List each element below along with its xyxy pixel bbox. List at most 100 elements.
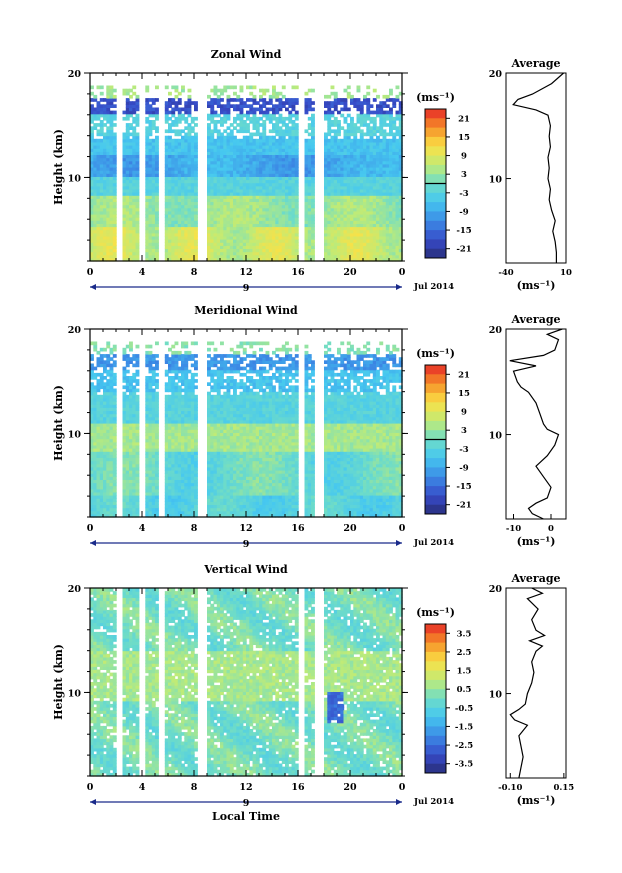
heatmap-cell xyxy=(337,141,341,146)
heatmap-cell xyxy=(174,94,179,99)
heatmap-cell xyxy=(288,163,293,168)
heatmap-cell xyxy=(174,157,179,162)
heatmap-cell xyxy=(181,129,185,134)
heatmap-cell xyxy=(346,210,351,215)
heatmap-cell xyxy=(330,214,335,218)
heatmap-cell xyxy=(291,229,296,234)
heatmap-cell xyxy=(174,182,179,187)
heatmap-cell xyxy=(125,195,130,199)
heatmap-cell xyxy=(259,242,263,246)
heatmap-cell xyxy=(96,145,101,149)
heatmap-cell xyxy=(99,129,104,134)
heatmap-cell xyxy=(304,110,309,115)
heatmap-cell xyxy=(246,98,250,102)
heatmap-cell xyxy=(229,129,234,134)
heatmap-cell xyxy=(207,254,211,259)
heatmap-cell xyxy=(311,235,315,240)
heatmap-cell xyxy=(265,226,270,231)
heatmap-cell xyxy=(226,104,231,108)
heatmap-cell xyxy=(93,344,98,349)
heatmap-cell xyxy=(288,98,293,102)
heatmap-cell xyxy=(109,251,114,256)
heatmap-cell xyxy=(324,176,328,181)
heatmap-cell xyxy=(103,204,107,209)
heatmap-cell xyxy=(122,248,127,253)
heatmap-cell xyxy=(168,185,172,190)
heatmap-cell xyxy=(294,148,299,152)
heatmap-cell xyxy=(268,182,273,187)
heatmap-cell xyxy=(99,104,104,108)
heatmap-cell xyxy=(187,251,192,256)
heatmap-cell xyxy=(155,135,159,140)
heatmap-cell xyxy=(346,148,351,152)
heatmap-cell xyxy=(151,173,156,177)
heatmap-cell xyxy=(207,235,211,240)
heatmap-cell xyxy=(187,217,192,221)
heatmap-cell xyxy=(294,229,299,234)
heatmap-cell xyxy=(90,163,94,168)
heatmap-cell xyxy=(207,204,211,209)
heatmap-cell xyxy=(324,248,328,253)
heatmap-cell xyxy=(281,148,286,152)
heatmap-cell xyxy=(148,157,153,162)
heatmap-cell xyxy=(106,248,111,253)
heatmap-cell xyxy=(285,157,289,162)
heatmap-cell xyxy=(324,201,328,206)
heatmap-cell xyxy=(343,107,348,112)
heatmap-cell xyxy=(220,239,224,243)
heatmap-cell xyxy=(272,229,276,234)
heatmap-cell xyxy=(268,254,273,259)
heatmap-cell xyxy=(350,220,354,224)
heatmap-cell xyxy=(311,123,315,127)
heatmap-cell xyxy=(174,235,179,240)
heatmap-cell xyxy=(246,226,250,231)
heatmap-cell xyxy=(278,163,283,168)
heatmap-cell xyxy=(236,201,241,206)
heatmap-cell xyxy=(275,148,280,152)
heatmap-cell xyxy=(93,210,98,215)
heatmap-cell xyxy=(337,154,341,159)
heatmap-cell xyxy=(132,135,137,140)
heatmap-cell xyxy=(177,232,182,237)
heatmap-cell xyxy=(210,135,215,140)
heatmap-cell xyxy=(177,113,182,118)
heatmap-cell xyxy=(112,354,117,358)
heatmap-cell xyxy=(281,132,286,137)
heatmap-cell xyxy=(262,232,267,237)
heatmap-cell xyxy=(112,214,117,218)
heatmap-cell xyxy=(239,192,244,196)
heatmap-cell xyxy=(333,201,338,206)
heatmap-cell xyxy=(272,116,276,121)
heatmap-cell xyxy=(129,254,133,259)
heatmap-cell xyxy=(155,232,159,237)
heatmap-cell xyxy=(106,148,111,152)
heatmap-cell xyxy=(125,138,130,143)
heatmap-cell xyxy=(112,344,117,349)
heatmap-cell xyxy=(168,182,172,187)
heatmap-cell xyxy=(252,185,257,190)
heatmap-cell xyxy=(252,126,257,130)
heatmap-cell xyxy=(216,195,221,199)
heatmap-cell xyxy=(103,226,107,231)
heatmap-cell xyxy=(187,242,192,246)
heatmap-cell xyxy=(210,154,215,159)
heatmap-cell xyxy=(337,201,341,206)
heatmap-cell xyxy=(181,107,185,112)
heatmap-cell xyxy=(190,138,195,143)
heatmap-cell xyxy=(275,182,280,187)
heatmap-cell xyxy=(187,126,192,130)
heatmap-cell xyxy=(223,242,228,246)
heatmap-cell xyxy=(307,160,312,165)
heatmap-cell xyxy=(109,220,114,224)
heatmap-cell xyxy=(122,257,127,262)
heatmap-cell xyxy=(353,223,358,228)
heatmap-cell xyxy=(340,214,345,218)
heatmap-cell xyxy=(343,148,348,152)
heatmap-cell xyxy=(278,170,283,174)
heatmap-cell xyxy=(213,229,218,234)
heatmap-cell xyxy=(129,192,133,196)
heatmap-cell xyxy=(249,248,254,253)
heatmap-cell xyxy=(93,94,98,99)
heatmap-cell xyxy=(229,242,234,246)
heatmap-cell xyxy=(207,135,211,140)
